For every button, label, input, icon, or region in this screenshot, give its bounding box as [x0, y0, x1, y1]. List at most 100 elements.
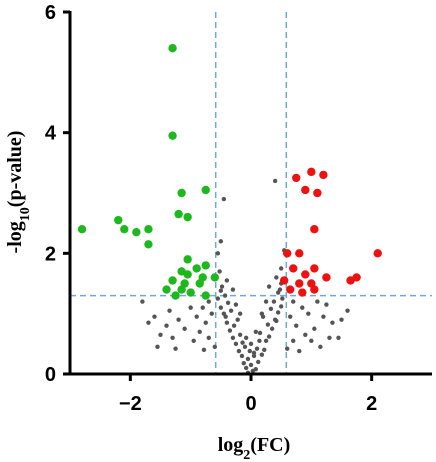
ns-point-94 [288, 314, 293, 319]
down-point-24 [171, 291, 180, 300]
ns-point-66 [257, 338, 262, 344]
down-point-13 [183, 255, 192, 264]
ns-point-87 [173, 346, 178, 351]
ns-point-40 [280, 296, 285, 301]
ns-point-82 [170, 335, 175, 340]
y-tick-label-2: 2 [45, 243, 56, 265]
threshold-lines [70, 12, 432, 374]
ns-point-17 [263, 338, 269, 344]
ns-point-32 [275, 310, 281, 315]
down-point-11 [183, 212, 192, 222]
down-point-7 [168, 44, 177, 53]
ns-point-65 [218, 288, 224, 293]
ns-point-11 [259, 352, 265, 357]
down-point-6 [144, 240, 153, 249]
down-point-20 [168, 276, 177, 285]
down-point-15 [201, 261, 210, 270]
ns-point-63 [223, 314, 228, 319]
down-point-10 [174, 209, 183, 219]
ns-point-109 [285, 346, 290, 351]
ns-point-90 [212, 344, 217, 350]
down-point-26 [186, 288, 195, 297]
ns-point-88 [146, 320, 151, 325]
ns-point-103 [291, 338, 296, 344]
ns-point-54 [266, 284, 272, 289]
y-tick-label-6: 6 [45, 2, 56, 24]
up-point-8 [283, 249, 292, 258]
down-point-17 [183, 270, 192, 279]
ns-point-16 [233, 341, 239, 347]
x-axis-title: log2(FC) [218, 434, 291, 462]
ns-point-52 [272, 178, 278, 184]
ns-point-83 [152, 314, 157, 319]
ns-point-26 [265, 322, 271, 327]
down-point-9 [177, 188, 186, 198]
ns-point-21 [237, 332, 243, 337]
ns-point-38 [271, 299, 277, 304]
ns-point-71 [200, 305, 205, 310]
ns-point-5 [248, 362, 254, 368]
down-point-22 [195, 279, 204, 288]
ns-point-6 [241, 360, 246, 366]
ns-point-81 [206, 335, 211, 340]
ns-point-111 [324, 302, 329, 307]
down-point-19 [210, 273, 219, 282]
ns-point-62 [272, 317, 278, 322]
down-point-3 [120, 225, 129, 234]
ns-point-41 [222, 293, 228, 298]
up-point-3 [319, 170, 328, 180]
ns-point-47 [217, 269, 222, 274]
x-tick-label--2: −2 [119, 393, 142, 415]
ns-point-29 [235, 317, 240, 322]
ns-point-97 [294, 323, 299, 328]
ns-point-25 [231, 323, 237, 328]
down-point-12 [201, 185, 210, 195]
ns-point-79 [164, 323, 169, 328]
ns-point-99 [312, 326, 317, 331]
up-point-2 [307, 167, 316, 177]
ns-point-89 [167, 308, 172, 313]
ns-point-77 [182, 326, 187, 331]
ns-point-46 [274, 275, 279, 280]
data-points [77, 44, 382, 375]
up-point-15 [322, 273, 331, 282]
ns-point-92 [291, 299, 296, 304]
up-point-11 [289, 264, 298, 273]
ns-point-53 [221, 196, 227, 202]
ns-point-72 [209, 311, 214, 316]
ns-point-20 [266, 334, 272, 339]
up-point-17 [352, 273, 361, 282]
ns-point-70 [206, 299, 211, 304]
ns-point-8 [245, 356, 251, 362]
ns-point-59 [237, 311, 243, 316]
ns-point-15 [242, 344, 248, 350]
up-point-20 [298, 288, 307, 297]
ns-point-60 [253, 329, 259, 334]
up-point-18 [286, 285, 295, 294]
ns-point-78 [197, 329, 202, 334]
ns-point-45 [224, 278, 230, 283]
ns-point-91 [201, 347, 207, 353]
ns-point-10 [239, 353, 245, 359]
ns-point-9 [251, 353, 257, 359]
ns-point-110 [297, 348, 302, 354]
up-point-4 [301, 185, 310, 195]
up-point-1 [292, 173, 301, 183]
ns-point-96 [315, 299, 320, 304]
down-point-5 [144, 225, 153, 234]
ns-point-39 [215, 296, 221, 301]
ns-point-98 [321, 314, 326, 319]
x-tick-label-2: 2 [366, 393, 377, 415]
ns-point-13 [262, 347, 267, 353]
ns-point-106 [336, 335, 341, 340]
ns-point-43 [219, 284, 225, 289]
down-point-25 [177, 285, 186, 294]
ns-point-104 [327, 335, 332, 340]
ns-point-3 [243, 365, 249, 371]
down-point-27 [201, 291, 210, 300]
up-point-13 [279, 276, 289, 285]
ns-point-95 [306, 311, 311, 316]
y-axis-title: -log10(p-value) [4, 131, 33, 254]
ns-point-24 [269, 326, 275, 331]
ns-point-61 [243, 335, 249, 340]
